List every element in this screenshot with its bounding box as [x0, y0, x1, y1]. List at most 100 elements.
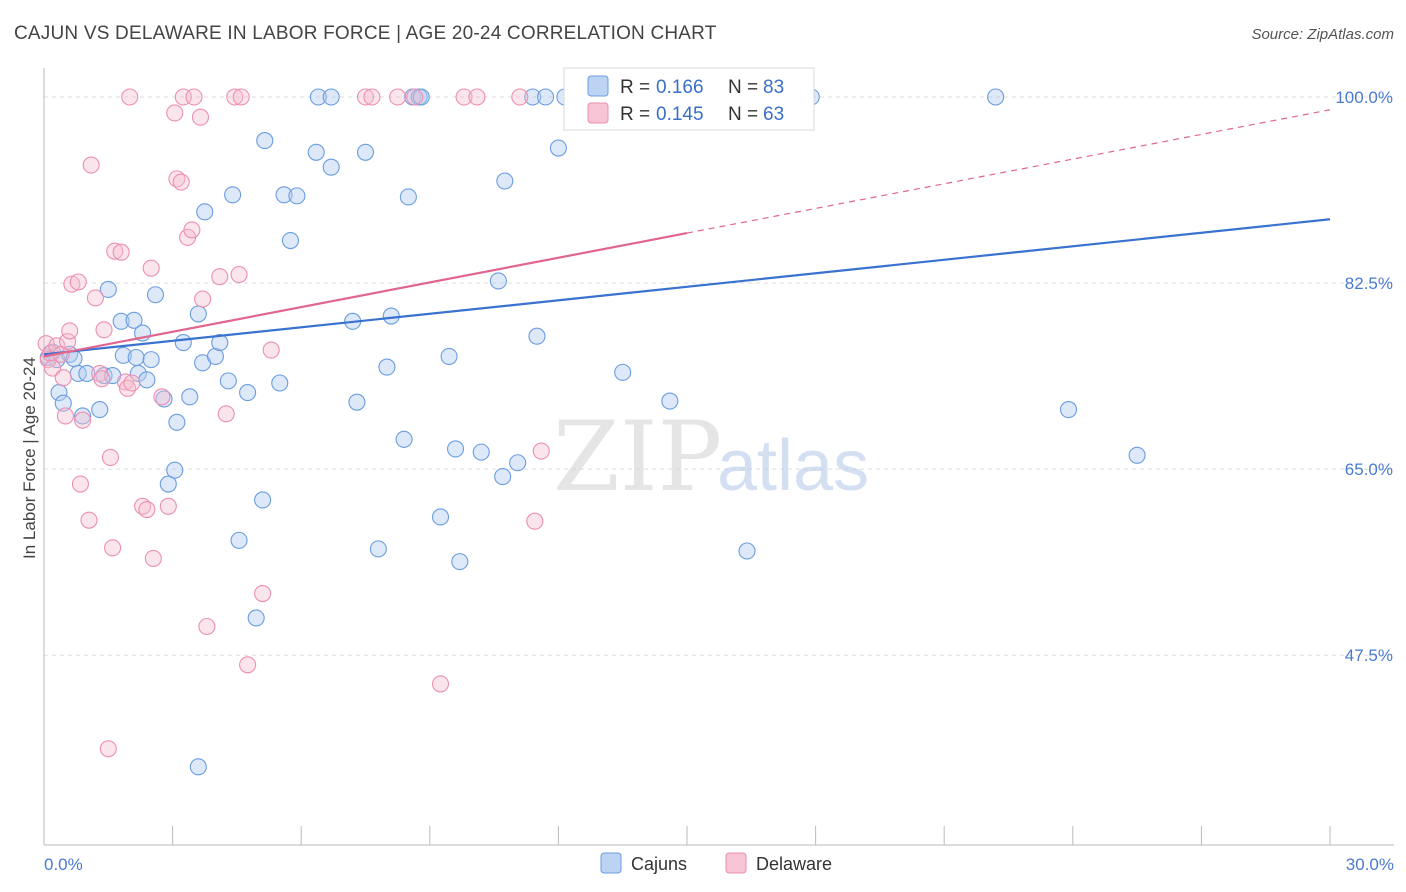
cajuns-point	[451, 553, 469, 571]
cajuns-point	[431, 508, 450, 526]
legend-n-value-cajuns: 83	[763, 77, 784, 98]
delaware-point	[468, 88, 486, 106]
cajuns-point	[54, 394, 72, 412]
delaware-point	[166, 104, 184, 122]
delaware-point	[172, 173, 190, 191]
delaware-point	[153, 388, 171, 406]
legend-r-label-cajuns: R =	[620, 77, 650, 98]
cajuns-point	[78, 364, 96, 382]
delaware-point	[254, 584, 272, 603]
delaware-point	[101, 448, 119, 466]
delaware-point	[217, 405, 235, 423]
delaware-point	[363, 88, 381, 106]
bottom-legend: Cajuns Delaware	[600, 852, 832, 874]
delaware-point	[56, 407, 74, 425]
delaware-point	[159, 497, 177, 515]
cajuns-point	[489, 272, 507, 290]
cajuns-point	[395, 430, 413, 448]
y-tick-label: 47.5%	[1345, 646, 1393, 665]
delaware-point	[431, 675, 450, 693]
cajuns-point	[412, 88, 430, 106]
cajuns-point	[446, 440, 465, 458]
delaware-point	[69, 273, 87, 291]
cajuns-point	[987, 88, 1005, 106]
y-axis-tick-labels: 47.5% 65.0% 82.5% 100.0%	[1335, 88, 1393, 665]
cajuns-point	[309, 88, 327, 106]
delaware-point	[99, 740, 117, 758]
cajuns-point	[168, 413, 186, 431]
delaware-point	[112, 243, 130, 261]
delaware-point	[144, 549, 162, 567]
cajuns-point	[738, 542, 756, 560]
delaware-point	[106, 242, 124, 260]
cajuns-point	[661, 392, 679, 410]
delaware-point	[82, 156, 100, 174]
cajuns-point	[472, 443, 490, 461]
legend-n-value-delaware: 63	[763, 104, 784, 125]
cajuns-point	[142, 351, 160, 369]
cajuns-point	[159, 475, 177, 493]
delaware-point	[61, 322, 79, 340]
delaware-point	[44, 359, 62, 377]
cajuns-point	[524, 88, 542, 106]
delaware-point	[74, 411, 92, 429]
delaware-point	[54, 369, 72, 387]
cajuns-point	[271, 374, 289, 392]
delaware-point	[230, 266, 248, 284]
cajuns-point	[307, 143, 325, 161]
legend-swatch-delaware	[587, 102, 609, 124]
gridlines	[44, 96, 1394, 656]
cajuns-point	[138, 371, 156, 389]
delaware-point	[389, 88, 407, 106]
legend-n-label-cajuns: N =	[728, 77, 758, 98]
delaware-point	[198, 617, 216, 636]
cajuns-point	[549, 139, 567, 157]
delaware-point	[142, 259, 160, 277]
chart-source: Source: ZipAtlas.com	[1251, 26, 1394, 43]
cajuns-point	[254, 491, 272, 509]
legend-r-value-delaware: 0.145	[656, 104, 704, 125]
cajuns-point	[536, 88, 555, 106]
legend-swatch-cajuns	[587, 75, 609, 97]
cajuns-point	[174, 334, 192, 352]
cajuns-point	[166, 461, 184, 479]
cajuns-point	[206, 347, 225, 365]
delaware-point	[63, 275, 81, 293]
delaware-point	[526, 512, 544, 530]
cajuns-point	[74, 407, 92, 425]
cajuns-point	[155, 390, 173, 408]
cajuns-point	[528, 327, 546, 345]
cajuns-point	[146, 286, 165, 304]
bottom-legend-label-delaware: Delaware	[756, 854, 832, 874]
cajuns-point	[181, 388, 199, 406]
x-axis-ticks	[172, 826, 1331, 845]
cajuns-point	[509, 454, 527, 472]
cajuns-point	[114, 346, 132, 364]
x-tick-label-min: 0.0%	[44, 855, 83, 874]
chart-title: CAJUN VS DELAWARE IN LABOR FORCE | AGE 2…	[14, 23, 717, 44]
cajuns-point	[189, 758, 207, 776]
cajuns-point	[256, 132, 274, 150]
cajuns-point	[494, 468, 512, 486]
y-axis-title: In Labor Force | Age 20-24	[20, 357, 39, 559]
delaware-point	[532, 442, 550, 460]
cajuns-point	[1059, 401, 1078, 419]
cajuns-point	[91, 401, 109, 419]
cajuns-point	[288, 187, 306, 205]
cajuns-point	[189, 305, 207, 323]
cajuns-point	[348, 393, 366, 411]
delaware-point	[71, 475, 89, 493]
delaware-point	[262, 341, 280, 359]
delaware-point	[511, 88, 529, 106]
delaware-point	[59, 332, 77, 351]
delaware-point	[226, 88, 244, 106]
cajuns-point	[281, 231, 300, 250]
delaware-point	[406, 88, 424, 106]
bottom-legend-swatch-delaware	[725, 852, 747, 874]
cajuns-point	[211, 334, 229, 352]
bottom-legend-label-cajuns: Cajuns	[631, 854, 687, 874]
cajuns-point	[322, 158, 340, 176]
cajuns-point	[496, 172, 514, 190]
delaware-point	[86, 289, 104, 307]
